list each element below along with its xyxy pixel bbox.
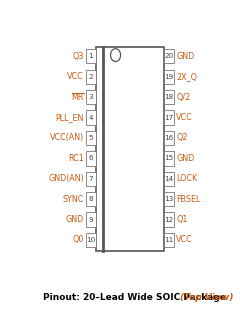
- Text: GND(AN): GND(AN): [48, 174, 84, 183]
- Text: 7: 7: [89, 176, 93, 182]
- Text: Q0: Q0: [72, 236, 84, 245]
- Text: 2: 2: [89, 74, 93, 80]
- Text: VCC: VCC: [176, 113, 193, 122]
- Text: 19: 19: [164, 74, 174, 80]
- Text: GND: GND: [176, 154, 194, 163]
- Bar: [86, 110, 96, 125]
- Bar: [86, 49, 96, 64]
- Text: 13: 13: [164, 196, 174, 202]
- Bar: [164, 69, 174, 84]
- Text: PLL_EN: PLL_EN: [56, 113, 84, 122]
- Text: 20: 20: [164, 53, 174, 59]
- Text: RC1: RC1: [68, 154, 84, 163]
- Text: GND: GND: [176, 52, 194, 61]
- Text: VCC: VCC: [176, 236, 193, 245]
- Bar: [164, 110, 174, 125]
- Text: 16: 16: [164, 135, 174, 141]
- Text: GND: GND: [66, 215, 84, 224]
- Text: 14: 14: [164, 176, 174, 182]
- Bar: [164, 192, 174, 206]
- Bar: [86, 212, 96, 227]
- Text: 6: 6: [89, 155, 93, 161]
- Text: Q3: Q3: [72, 52, 84, 61]
- Text: 15: 15: [164, 155, 174, 161]
- Text: 11: 11: [164, 237, 174, 243]
- Bar: [164, 151, 174, 166]
- Bar: [164, 131, 174, 145]
- Text: SYNC: SYNC: [63, 195, 84, 204]
- Text: 9: 9: [89, 217, 93, 223]
- Bar: [164, 212, 174, 227]
- Text: 3: 3: [89, 94, 93, 100]
- Bar: [164, 90, 174, 104]
- Text: MR: MR: [72, 93, 84, 102]
- Text: 8: 8: [89, 196, 93, 202]
- Text: Pinout: 20–Lead Wide SOIC Package: Pinout: 20–Lead Wide SOIC Package: [43, 293, 229, 302]
- Bar: [86, 151, 96, 166]
- Bar: [86, 192, 96, 206]
- Text: 5: 5: [89, 135, 93, 141]
- Text: Q/2: Q/2: [176, 93, 190, 102]
- Bar: [164, 49, 174, 64]
- Bar: [86, 172, 96, 186]
- Circle shape: [111, 49, 120, 62]
- Text: VCC(AN): VCC(AN): [50, 133, 84, 142]
- Text: 4: 4: [89, 114, 93, 121]
- Bar: [164, 233, 174, 247]
- Text: 12: 12: [164, 217, 174, 223]
- Text: 18: 18: [164, 94, 174, 100]
- Text: (Top View): (Top View): [180, 293, 234, 302]
- Text: VCC: VCC: [67, 72, 84, 81]
- Bar: [164, 172, 174, 186]
- Text: LOCK: LOCK: [176, 174, 197, 183]
- Bar: [86, 233, 96, 247]
- Bar: [86, 69, 96, 84]
- Text: 1: 1: [89, 53, 93, 59]
- Bar: [86, 90, 96, 104]
- Text: Q1: Q1: [176, 215, 187, 224]
- Bar: [86, 131, 96, 145]
- Text: 10: 10: [86, 237, 96, 243]
- Bar: [96, 47, 164, 251]
- Text: 17: 17: [164, 114, 174, 121]
- Text: 2X_Q: 2X_Q: [176, 72, 197, 81]
- Text: Q2: Q2: [176, 133, 187, 142]
- Text: FBSEL: FBSEL: [176, 195, 200, 204]
